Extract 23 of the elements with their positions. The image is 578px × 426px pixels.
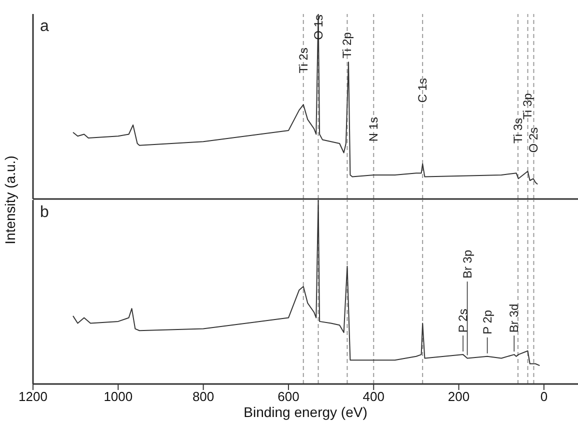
annotation: Ti 3s bbox=[510, 118, 525, 144]
annotation: N 1s bbox=[366, 116, 381, 142]
annotation: C 1s bbox=[416, 78, 430, 103]
x-tick-label: 0 bbox=[540, 389, 548, 404]
annotation: O 1s bbox=[311, 14, 326, 40]
x-tick-label: 600 bbox=[278, 389, 300, 404]
y-axis-title: Intensity (a.u.) bbox=[2, 156, 18, 244]
annotation: Ti 2p bbox=[340, 32, 354, 58]
annotation: b bbox=[40, 204, 49, 222]
annotation: P 2s bbox=[456, 308, 470, 333]
annotation: a bbox=[40, 18, 49, 36]
annotation: Br 3d bbox=[507, 304, 522, 333]
x-tick-label: 400 bbox=[362, 389, 384, 404]
x-tick-label: 800 bbox=[192, 389, 214, 404]
annotation: Br 3p bbox=[460, 250, 474, 279]
x-tick-label: 200 bbox=[448, 389, 470, 404]
x-axis-title: Binding energy (eV) bbox=[242, 404, 368, 420]
annotation: Ti 3p bbox=[520, 92, 535, 120]
x-tick-label: 1000 bbox=[104, 389, 133, 404]
annotation: Ti 2s bbox=[296, 48, 310, 74]
annotation: P 2p bbox=[480, 310, 494, 334]
x-tick-label: 1200 bbox=[18, 389, 48, 404]
annotation: O 2s bbox=[526, 127, 541, 153]
